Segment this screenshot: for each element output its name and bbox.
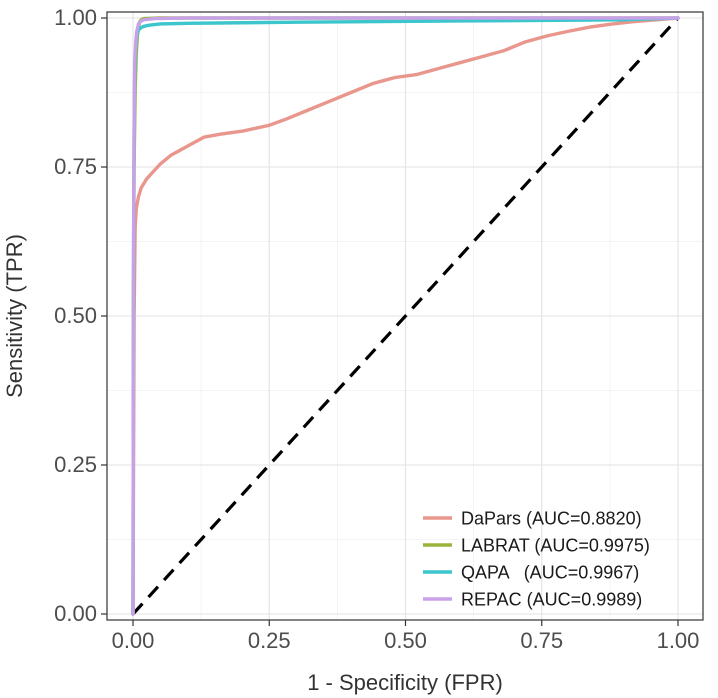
y-tick-label: 1.00 bbox=[54, 5, 97, 30]
y-tick-label: 0.00 bbox=[54, 601, 97, 626]
legend-label-qapa: QAPA (AUC=0.9967) bbox=[461, 563, 639, 583]
reference-diagonal bbox=[131, 16, 680, 616]
legend-label-dapars: DaPars (AUC=0.8820) bbox=[461, 509, 642, 529]
y-axis-title: Sensitivity (TPR) bbox=[2, 234, 27, 398]
x-tick-label: 0.50 bbox=[384, 628, 427, 653]
x-tick-label: 1.00 bbox=[657, 628, 700, 653]
series-line-repac bbox=[131, 16, 680, 616]
legend: DaPars (AUC=0.8820) LABRAT (AUC=0.9975) QA… bbox=[423, 509, 650, 610]
series-line-dapars bbox=[131, 16, 680, 616]
x-axis-ticks: 0.00 0.25 0.50 0.75 1.00 bbox=[112, 620, 700, 653]
roc-curves bbox=[131, 16, 680, 616]
y-tick-label: 0.25 bbox=[54, 452, 97, 477]
x-tick-label: 0.75 bbox=[520, 628, 563, 653]
x-tick-label: 0.00 bbox=[112, 628, 155, 653]
x-tick-label: 0.25 bbox=[248, 628, 291, 653]
x-axis-title: 1 - Specificity (FPR) bbox=[307, 670, 503, 695]
legend-label-labrat: LABRAT (AUC=0.9975) bbox=[461, 536, 650, 556]
y-tick-label: 0.75 bbox=[54, 154, 97, 179]
reference-line bbox=[131, 16, 680, 616]
y-axis-ticks: 0.00 0.25 0.50 0.75 1.00 bbox=[54, 5, 107, 626]
legend-label-repac: REPAC (AUC=0.9989) bbox=[461, 590, 642, 610]
y-tick-label: 0.50 bbox=[54, 303, 97, 328]
